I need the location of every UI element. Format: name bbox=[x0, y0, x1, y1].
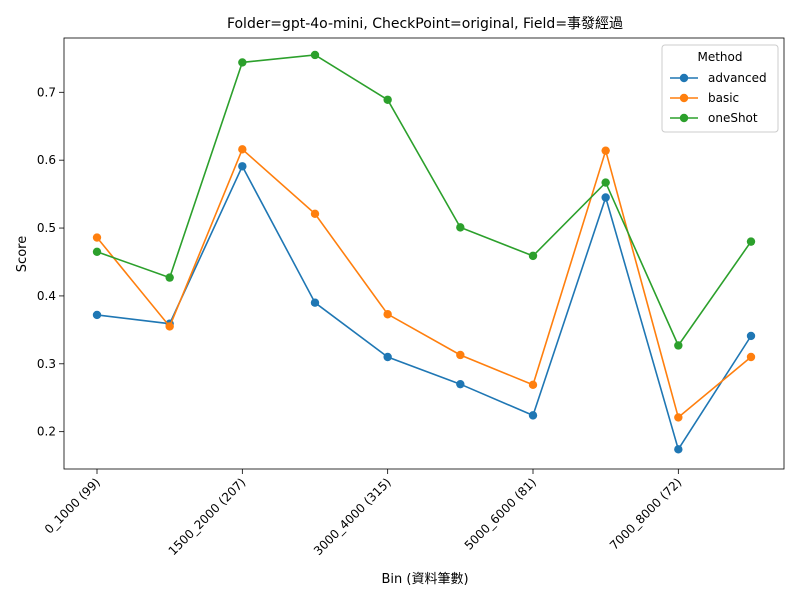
series-advanced bbox=[92, 162, 756, 454]
x-tick-label: 0_1000 (99) bbox=[42, 475, 103, 536]
data-point bbox=[746, 237, 756, 246]
data-point bbox=[92, 247, 102, 257]
data-point bbox=[383, 352, 392, 362]
data-point bbox=[456, 223, 465, 232]
y-axis-title: Score bbox=[15, 236, 30, 272]
x-tick-label: 3000_4000 (315) bbox=[311, 475, 394, 558]
chart-title: Folder=gpt-4o-mini, CheckPoint=original,… bbox=[227, 16, 623, 32]
data-point bbox=[238, 162, 247, 171]
y-tick-label: 0.4 bbox=[37, 289, 56, 303]
legend: Method advanced basic oneShot bbox=[661, 44, 779, 133]
x-axis-title: Bin (資料筆數) bbox=[381, 572, 468, 587]
data-point bbox=[528, 411, 538, 420]
legend-title: Method bbox=[697, 50, 742, 64]
data-point bbox=[238, 58, 247, 67]
legend-label: oneShot bbox=[708, 111, 758, 125]
y-tick-label: 0.7 bbox=[37, 85, 56, 99]
series-layer bbox=[92, 50, 756, 454]
data-point bbox=[674, 341, 683, 350]
x-tick-label: 5000_6000 (81) bbox=[462, 475, 539, 552]
data-point bbox=[528, 380, 538, 390]
data-point bbox=[674, 413, 683, 422]
data-point bbox=[456, 379, 465, 389]
legend-item-basic: basic bbox=[670, 91, 739, 105]
data-point bbox=[383, 310, 392, 319]
data-point bbox=[456, 350, 465, 360]
data-point bbox=[674, 445, 683, 454]
plot-area bbox=[63, 37, 785, 470]
data-point bbox=[601, 146, 610, 155]
y-tick-label: 0.6 bbox=[37, 153, 56, 167]
data-point bbox=[92, 233, 102, 242]
y-tick-label: 0.2 bbox=[37, 425, 56, 439]
data-point bbox=[528, 251, 538, 261]
legend-label: basic bbox=[708, 91, 739, 105]
data-point bbox=[601, 178, 610, 187]
data-point bbox=[165, 273, 174, 282]
series-line bbox=[96, 147, 752, 419]
legend-box bbox=[661, 44, 779, 133]
data-point bbox=[746, 352, 756, 362]
x-tick-label: 7000_8000 (72) bbox=[607, 475, 684, 552]
legend-item-oneShot: oneShot bbox=[670, 111, 758, 125]
data-point bbox=[310, 50, 320, 60]
data-point bbox=[238, 145, 247, 154]
legend-swatch-marker bbox=[679, 73, 689, 83]
data-point bbox=[383, 95, 392, 104]
data-point bbox=[310, 209, 320, 218]
series-oneShot bbox=[92, 50, 756, 350]
data-point bbox=[746, 331, 756, 341]
y-tick-label: 0.3 bbox=[37, 357, 56, 371]
series-line bbox=[96, 164, 752, 452]
legend-item-advanced: advanced bbox=[670, 71, 767, 85]
data-point bbox=[601, 193, 610, 202]
legend-swatch-marker bbox=[679, 93, 689, 103]
data-point bbox=[165, 322, 174, 331]
data-point bbox=[92, 310, 102, 320]
series-line bbox=[96, 54, 752, 348]
legend-swatch-marker bbox=[679, 113, 689, 123]
x-tick-label: 1500_2000 (207) bbox=[166, 475, 249, 558]
series-basic bbox=[92, 145, 756, 422]
axes: 0.2 0.3 0.4 0.5 0.6 0.7 0_1000 (99) 1500_2000 (… bbox=[37, 85, 685, 558]
legend-label: advanced bbox=[708, 71, 767, 85]
y-tick-label: 0.5 bbox=[37, 221, 56, 235]
data-point bbox=[310, 298, 320, 307]
